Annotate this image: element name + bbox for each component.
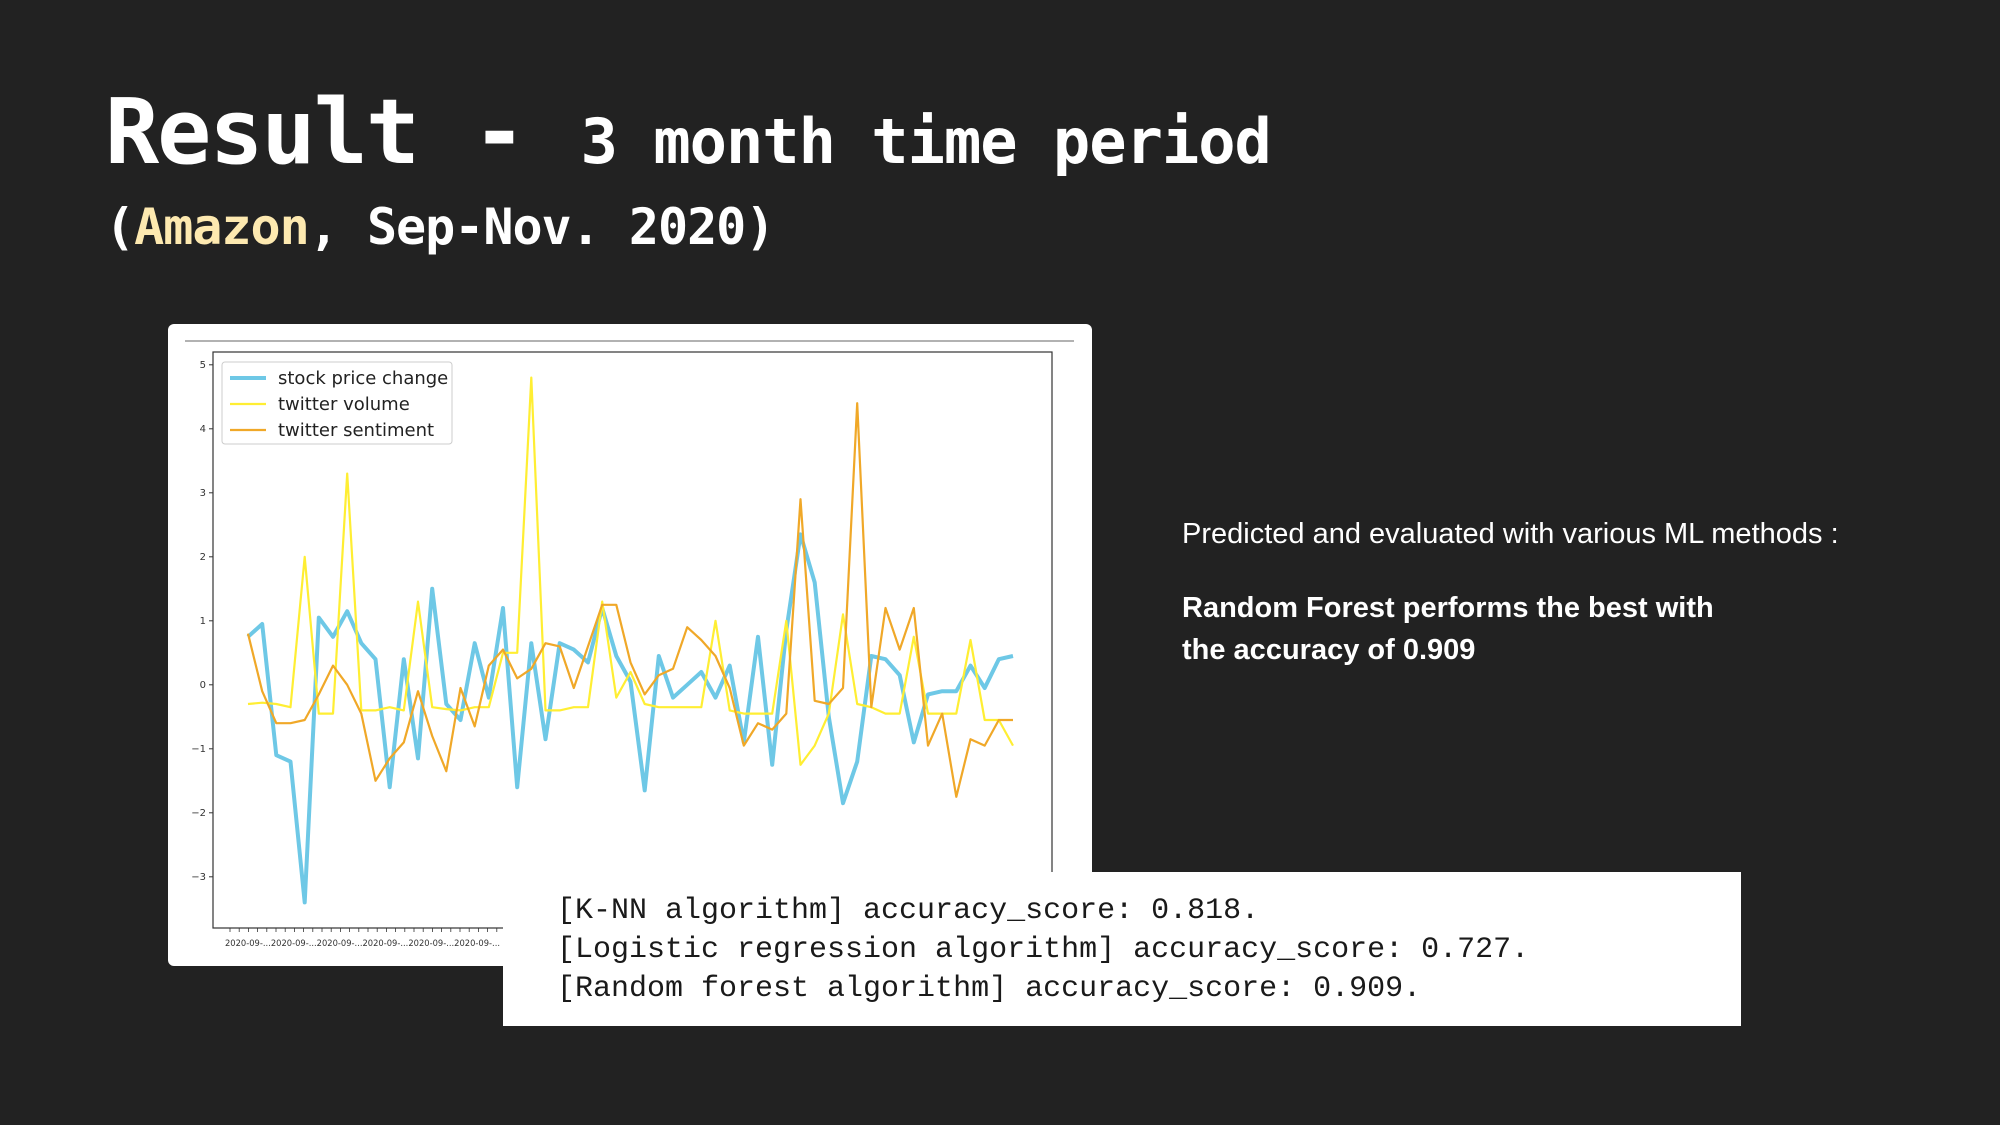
y-tick-label: 3 [200, 488, 206, 499]
legend: stock price change twitter volume twitter … [221, 361, 453, 445]
results-output: [K-NN algorithm] accuracy_score: 0.818. … [503, 872, 1741, 1026]
y-tick-label: −3 [191, 872, 206, 883]
finding-line-1: Random Forest performs the best with [1182, 592, 1714, 624]
series-line-stock-price-change [246, 532, 1014, 905]
result-logistic-regression: [Logistic regression algorithm] accuracy… [557, 933, 1530, 967]
legend-box [221, 361, 453, 445]
y-tick-label: 1 [200, 616, 206, 627]
slide-subtitle: (Amazon, Sep-Nov. 2020) [105, 202, 775, 252]
y-tick-label: −1 [191, 744, 206, 755]
series-line-twitter-volume [247, 376, 1014, 766]
y-tick-label: 4 [200, 424, 206, 435]
subtitle-company: Amazon [134, 198, 310, 256]
title-separator: - [418, 80, 581, 185]
title-main: Result [105, 80, 420, 185]
x-axis: 2020-09-...2020-09-...2020-09-...2020-09… [225, 928, 500, 949]
description-finding: Random Forest performs the best with the… [1182, 587, 1839, 671]
subtitle-rest: , Sep-Nov. 2020) [308, 198, 776, 256]
result-random-forest: [Random forest algorithm] accuracy_score… [557, 972, 1422, 1006]
legend-label: twitter sentiment [278, 420, 434, 441]
x-tick-labels: 2020-09-...2020-09-...2020-09-...2020-09… [225, 939, 500, 949]
chart-card: −3 −2 −1 0 1 2 3 4 5 2020-09-...2020-09-...2020-… [168, 324, 1092, 966]
description: Predicted and evaluated with various ML … [1182, 518, 1839, 671]
y-tick-label: 2 [200, 552, 206, 563]
slide-title: Result - 3 month time period [105, 88, 1272, 178]
y-tick-label: 0 [200, 680, 206, 691]
y-tick-label: −2 [191, 808, 206, 819]
result-knn: [K-NN algorithm] accuracy_score: 0.818. [557, 894, 1260, 928]
legend-label: twitter volume [278, 394, 410, 415]
series-line-twitter-sentiment [246, 402, 1013, 798]
series-layer [246, 376, 1014, 905]
legend-label: stock price change [278, 368, 448, 389]
finding-line-2: the accuracy of 0.909 [1182, 634, 1476, 666]
line-chart: −3 −2 −1 0 1 2 3 4 5 2020-09-...2020-09-...2020-… [185, 340, 1074, 949]
subtitle-open: ( [105, 198, 135, 256]
y-tick-label: 5 [200, 360, 206, 371]
y-axis: −3 −2 −1 0 1 2 3 4 5 [191, 360, 213, 883]
title-period: 3 month time period [580, 105, 1272, 178]
description-intro: Predicted and evaluated with various ML … [1182, 518, 1839, 550]
